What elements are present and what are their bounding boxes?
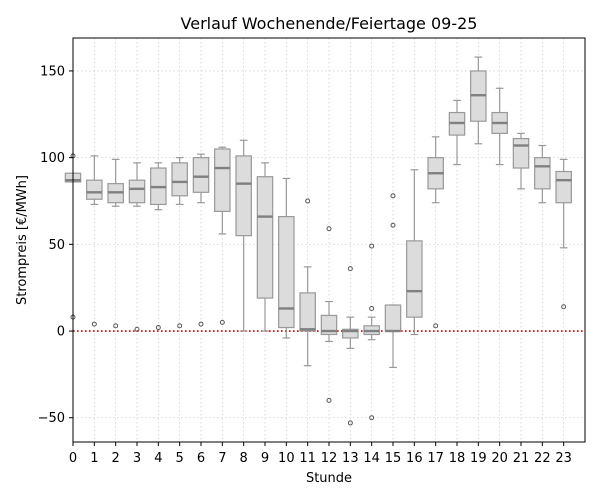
box-hour-3 xyxy=(128,162,146,332)
grid-lines xyxy=(72,38,585,442)
outlier-point-1 xyxy=(390,222,396,228)
x-tick-label-9: 9 xyxy=(261,451,269,466)
box-hour-13 xyxy=(342,266,359,426)
box-iqr xyxy=(342,328,359,339)
x-tick-label-5: 5 xyxy=(176,451,184,466)
outlier-point-0 xyxy=(326,226,332,232)
x-tick-label-12: 12 xyxy=(321,451,338,466)
box-iqr xyxy=(128,179,146,204)
outlier-point-0 xyxy=(390,193,396,199)
x-tick-label-11: 11 xyxy=(299,451,316,466)
box-hour-2 xyxy=(107,158,124,329)
box-iqr xyxy=(256,176,274,299)
x-axis-label: Stunde xyxy=(306,471,352,486)
x-tick-label-7: 7 xyxy=(218,451,226,466)
box-hour-11 xyxy=(299,198,316,367)
box-hour-5 xyxy=(171,157,188,329)
box-hour-14 xyxy=(363,243,380,421)
x-tick-label-20: 20 xyxy=(491,451,508,466)
x-tick-label-15: 15 xyxy=(385,451,402,466)
box-iqr xyxy=(278,215,295,329)
y-tick-label-50: 50 xyxy=(48,238,65,253)
y-tick-label-150: 150 xyxy=(40,64,65,79)
y-tick-label-100: 100 xyxy=(40,151,65,166)
box-iqr xyxy=(192,157,210,193)
box-iqr xyxy=(320,314,338,336)
box-hour-6 xyxy=(192,153,210,327)
y-tick-label-0: 0 xyxy=(57,325,65,340)
y-tick-label--50: −50 xyxy=(38,411,65,426)
box-iqr xyxy=(235,155,252,237)
outlier-point-0 xyxy=(91,321,97,327)
box-hour-12 xyxy=(320,226,338,403)
x-tick-label-0: 0 xyxy=(69,451,77,466)
box-iqr xyxy=(512,137,530,169)
outlier-point-0 xyxy=(177,323,183,329)
outlier-point-0 xyxy=(198,321,204,327)
chart-title: Verlauf Wochenende/Feiertage 09-25 xyxy=(181,14,478,33)
box-hour-23 xyxy=(555,158,572,310)
box-hour-10 xyxy=(278,177,295,339)
x-tick-label-14: 14 xyxy=(363,451,380,466)
x-tick-label-4: 4 xyxy=(154,451,162,466)
box-hour-21 xyxy=(512,132,530,190)
box-hour-19 xyxy=(470,56,487,145)
x-tick-label-16: 16 xyxy=(406,451,423,466)
box-hour-16 xyxy=(406,169,423,336)
outlier-point-1 xyxy=(326,397,332,403)
x-tick-label-3: 3 xyxy=(133,451,141,466)
box-hour-18 xyxy=(448,99,466,166)
outlier-point-2 xyxy=(369,415,375,421)
outlier-point-0 xyxy=(433,323,439,329)
box-iqr xyxy=(384,304,402,332)
box-hour-15 xyxy=(384,193,402,369)
x-tick-label-22: 22 xyxy=(534,451,551,466)
x-tick-label-8: 8 xyxy=(240,451,248,466)
box-iqr xyxy=(86,179,103,200)
box-iqr xyxy=(534,157,551,190)
outlier-point-0 xyxy=(134,326,140,332)
x-tick-label-6: 6 xyxy=(197,451,205,466)
outlier-point-1 xyxy=(369,305,375,311)
box-hour-8 xyxy=(235,139,252,332)
x-tick-label-17: 17 xyxy=(427,451,444,466)
box-hour-7 xyxy=(214,146,231,325)
box-series xyxy=(64,56,572,426)
x-tick-label-23: 23 xyxy=(555,451,572,466)
x-tick-label-18: 18 xyxy=(449,451,466,466)
outlier-point-0 xyxy=(561,304,567,310)
x-tick-label-19: 19 xyxy=(470,451,487,466)
outlier-point-0 xyxy=(155,325,161,331)
outlier-point-0 xyxy=(369,243,375,249)
outlier-point-0 xyxy=(305,198,311,204)
outlier-point-0 xyxy=(219,319,225,325)
box-iqr xyxy=(171,162,188,197)
box-iqr xyxy=(406,240,423,318)
box-hour-22 xyxy=(534,144,551,204)
outlier-point-1 xyxy=(347,420,353,426)
x-axis-ticks: 0 1 2 3 4 5 6 7 8 9 10 11 12 13 14 15 16 17 18 19 20 21 22 23 xyxy=(69,442,572,466)
x-tick-label-21: 21 xyxy=(513,451,530,466)
y-axis-label: Strompreis [€/MWh] xyxy=(15,175,30,305)
y-axis-ticks: −50 0 50 100 150 xyxy=(38,64,73,426)
x-tick-label-10: 10 xyxy=(278,451,295,466)
x-tick-label-1: 1 xyxy=(90,451,98,466)
outlier-point-0 xyxy=(347,266,353,272)
box-hour-1 xyxy=(86,155,103,327)
outlier-point-0 xyxy=(113,323,119,329)
box-hour-9 xyxy=(256,162,274,332)
box-iqr xyxy=(555,170,572,204)
box-hour-17 xyxy=(427,136,444,329)
x-tick-label-2: 2 xyxy=(112,451,120,466)
box-iqr xyxy=(299,292,316,332)
box-hour-4 xyxy=(150,162,167,331)
box-iqr xyxy=(214,148,231,212)
box-hour-20 xyxy=(491,87,508,166)
x-tick-label-13: 13 xyxy=(342,451,359,466)
